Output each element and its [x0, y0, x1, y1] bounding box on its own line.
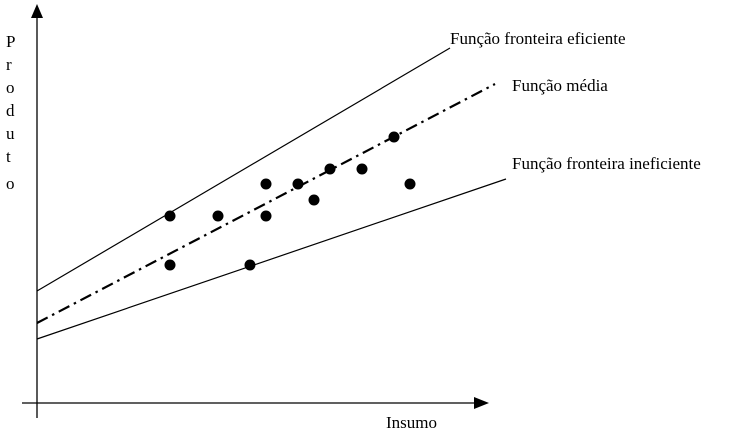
y-label-letter: P — [6, 32, 15, 51]
efficient-frontier-line — [36, 47, 451, 292]
mean-function-line — [36, 83, 496, 324]
axes — [22, 4, 489, 418]
data-point — [164, 210, 176, 222]
data-point — [308, 194, 320, 206]
data-point — [212, 210, 224, 222]
data-points — [164, 131, 416, 271]
inefficient-frontier-label: Função fronteira ineficiente — [512, 154, 701, 173]
data-point — [260, 210, 272, 222]
data-point — [404, 178, 416, 190]
y-label-letter: o — [6, 78, 15, 97]
y-label-letter: t — [6, 147, 11, 166]
data-point — [244, 259, 256, 271]
y-label-letter: r — [6, 55, 12, 74]
data-point — [260, 178, 272, 190]
y-label-letter: o — [6, 174, 15, 193]
mean-function-label: Função média — [512, 76, 608, 95]
data-point — [388, 131, 400, 143]
inefficient-frontier-line — [36, 178, 507, 340]
x-axis-label: Insumo — [386, 413, 437, 432]
efficient-frontier-label: Função fronteira eficiente — [450, 29, 626, 48]
data-point — [356, 163, 368, 175]
y-label-letter: d — [6, 101, 15, 120]
data-point — [164, 259, 176, 271]
x-axis-arrow — [474, 397, 489, 409]
y-label-letter: u — [6, 124, 15, 143]
data-point — [324, 163, 336, 175]
data-point — [292, 178, 304, 190]
y-axis-arrow — [31, 4, 43, 18]
y-axis-label: P r o d u t o — [6, 32, 15, 193]
